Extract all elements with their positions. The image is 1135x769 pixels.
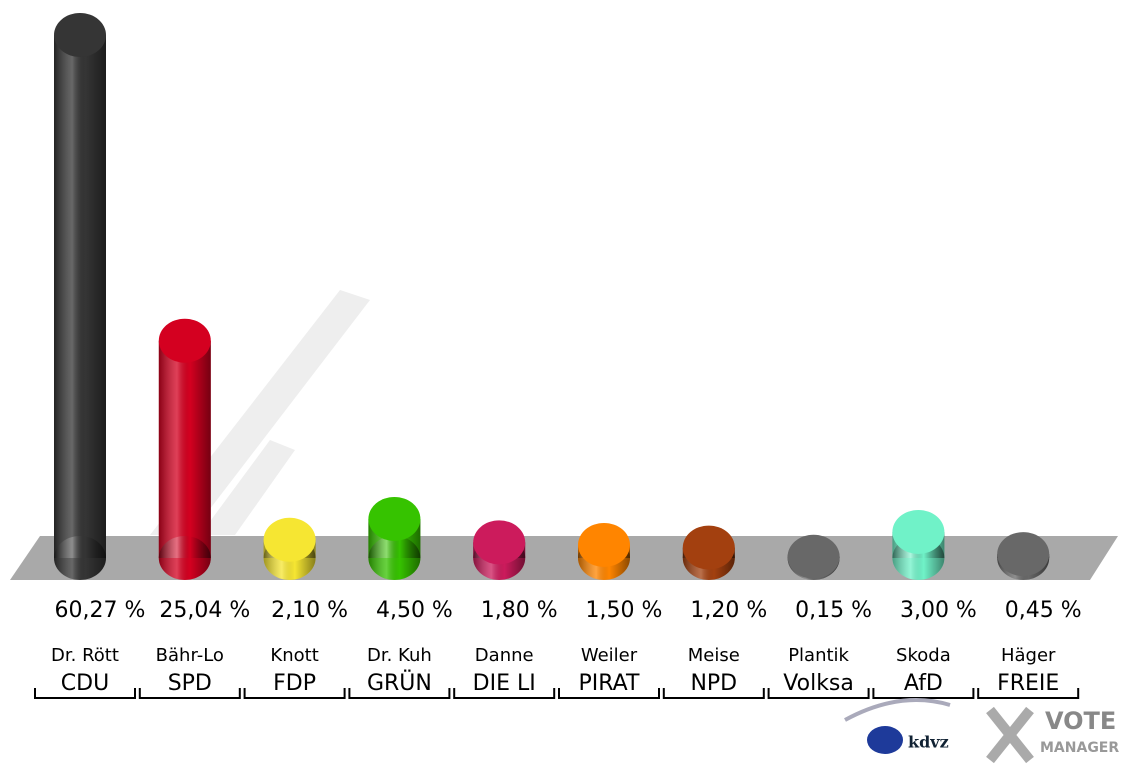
logo-kdvz: kdvz bbox=[908, 733, 949, 752]
value-label: 2,10 % bbox=[271, 598, 348, 623]
candidate-label: Dr. Kuh bbox=[367, 645, 432, 666]
value-label: 25,04 % bbox=[159, 598, 250, 623]
bar-top bbox=[368, 496, 421, 541]
candidate-label: Häger bbox=[1001, 645, 1056, 666]
category-label: FREIE bbox=[997, 671, 1059, 696]
logo: kdvz VOTE MANAGER bbox=[844, 698, 1119, 764]
category-bracket bbox=[767, 688, 870, 699]
logo-swoosh bbox=[844, 698, 951, 722]
value-label: 1,20 % bbox=[690, 598, 767, 623]
category-bracket bbox=[977, 688, 1080, 699]
value-label: 4,50 % bbox=[376, 598, 453, 623]
bar-top bbox=[263, 517, 316, 562]
bar-bottom-shade bbox=[368, 536, 421, 580]
bar-shade bbox=[158, 340, 211, 558]
category-bracket bbox=[558, 688, 660, 699]
bar-shade bbox=[54, 35, 106, 558]
category-bracket bbox=[243, 688, 346, 699]
candidate-label: Dr. Rött bbox=[51, 645, 119, 666]
category-label: Volksa bbox=[783, 671, 854, 696]
category-label: FDP bbox=[273, 671, 316, 696]
logo-ball bbox=[867, 726, 903, 754]
category-label: DIE LI bbox=[473, 671, 536, 696]
candidate-label: Meise bbox=[688, 645, 740, 666]
bar-bottom-shade bbox=[54, 536, 106, 580]
category-bracket bbox=[872, 688, 975, 699]
category-bracket bbox=[34, 688, 136, 699]
value-label: 1,50 % bbox=[586, 598, 663, 623]
category-label: NPD bbox=[690, 671, 737, 696]
candidate-label: Skoda bbox=[896, 645, 951, 666]
bar-bottom-shade bbox=[158, 536, 211, 580]
candidate-label: Danne bbox=[475, 645, 534, 666]
value-label: 3,00 % bbox=[900, 598, 977, 623]
candidate-label: Knott bbox=[270, 645, 318, 666]
category-bracket bbox=[138, 688, 241, 699]
bar-top bbox=[787, 534, 840, 579]
logo-x bbox=[986, 706, 1034, 764]
category-label: AfD bbox=[904, 671, 943, 696]
bar-top bbox=[54, 13, 106, 57]
value-label: 60,27 % bbox=[55, 598, 146, 623]
value-label: 1,80 % bbox=[481, 598, 558, 623]
category-label: GRÜN bbox=[367, 670, 432, 696]
category-label: CDU bbox=[61, 671, 109, 696]
candidate-label: Plantik bbox=[788, 645, 849, 666]
candidate-label: Weiler bbox=[581, 645, 638, 666]
category-bracket bbox=[348, 688, 451, 699]
value-label: 0,15 % bbox=[795, 598, 872, 623]
logo-manager: MANAGER bbox=[1040, 740, 1119, 756]
category-label: SPD bbox=[168, 671, 212, 696]
logo-vote: VOTE bbox=[1045, 707, 1116, 735]
bar-top bbox=[892, 509, 945, 554]
shadow bbox=[200, 440, 295, 535]
candidate-label: Bähr-Lo bbox=[156, 645, 224, 666]
bars: 60,27 % Dr. Rött CDU 25,04 % Bähr-Lo SPD 2,10 … bbox=[34, 13, 1082, 699]
category-bracket bbox=[662, 688, 765, 699]
value-label: 0,45 % bbox=[1005, 598, 1082, 623]
bar-top bbox=[578, 522, 630, 567]
category-bracket bbox=[453, 688, 556, 699]
bar-top bbox=[997, 532, 1050, 577]
bar-top bbox=[158, 318, 211, 363]
bar-top bbox=[682, 525, 735, 570]
bar-top bbox=[473, 520, 526, 565]
category-label: PIRAT bbox=[579, 671, 640, 696]
